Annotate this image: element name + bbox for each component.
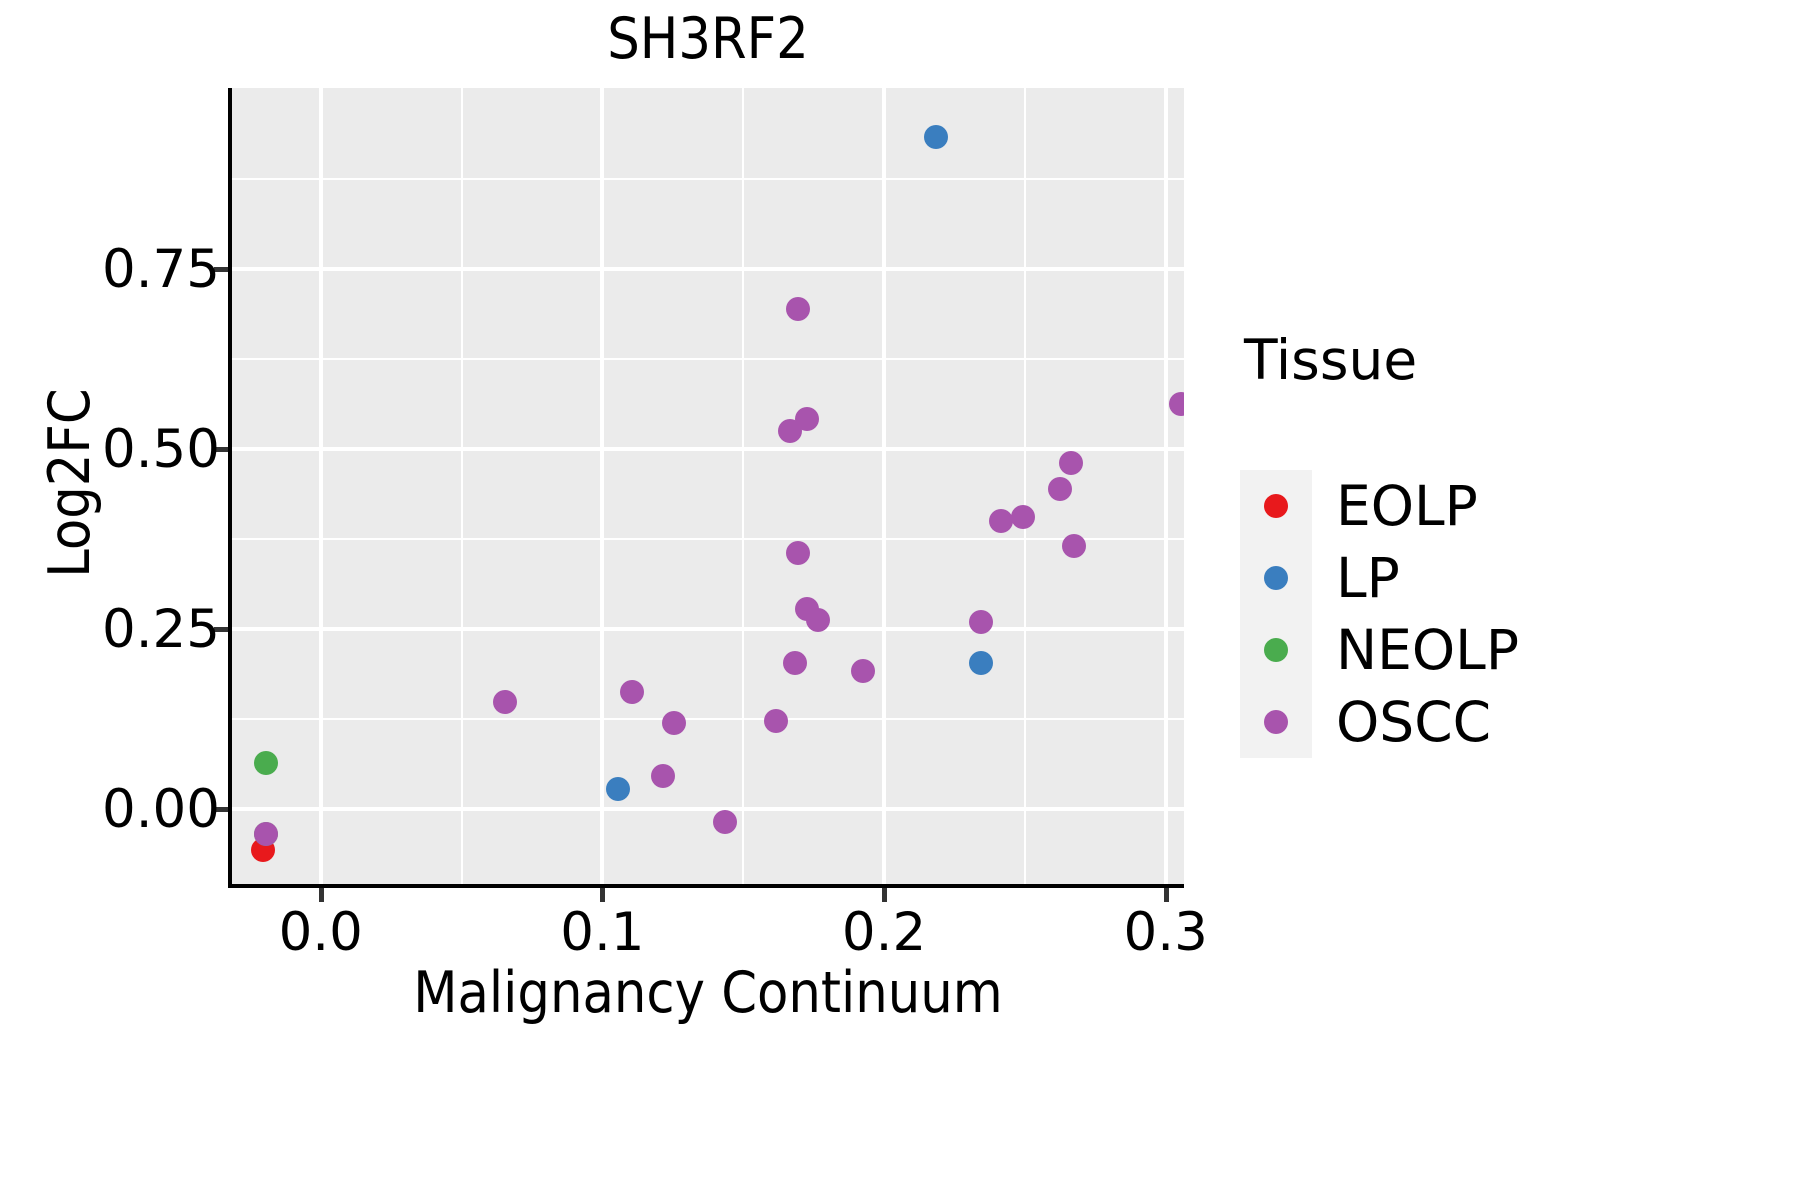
legend-key-swatch [1240,542,1312,614]
x-axis-tick [318,888,324,902]
legend-marker-circle-icon [1264,710,1288,734]
gridline-horizontal-major [232,626,1184,631]
data-point-oscc [253,821,278,846]
legend-key-swatch [1240,614,1312,686]
gridline-horizontal-minor [232,357,1184,360]
data-point-oscc [650,763,675,788]
x-axis-tick [882,888,888,902]
data-point-oscc [493,689,518,714]
x-axis-tick-label: 0.0 [278,902,363,963]
x-axis-tick [600,888,606,902]
data-point-oscc [1059,450,1084,475]
data-point-oscc [786,541,811,566]
x-axis-title: Malignancy Continuum [413,960,1003,1026]
gridline-horizontal-major [232,446,1184,451]
data-point-neolp [253,751,278,776]
gridline-vertical-major [882,88,887,884]
legend-item-label: LP [1336,546,1400,610]
data-point-oscc [763,708,788,733]
y-axis-tick-label: 0.00 [101,778,220,840]
x-axis-tick-label: 0.2 [841,902,927,963]
gridline-vertical-minor [1023,88,1026,884]
y-axis-tick-label: 0.75 [101,239,220,300]
data-point-oscc [712,810,737,835]
legend-marker-circle-icon [1264,494,1288,518]
data-point-oscc [777,418,802,443]
gridline-vertical-major [600,88,605,884]
legend-marker-circle-icon [1264,638,1288,662]
data-point-oscc [1062,534,1087,559]
x-axis-line [228,884,1184,888]
x-axis-tick-label: 0.1 [560,902,645,963]
data-point-lp [969,651,994,676]
data-point-oscc [805,607,830,632]
data-point-lp [924,125,949,150]
legend-item-label: OSCC [1336,690,1492,754]
data-point-oscc [969,610,994,635]
gridline-horizontal-major [232,267,1184,271]
data-point-oscc [786,296,811,321]
data-point-oscc [619,680,644,705]
legend-item-label: EOLP [1336,474,1478,538]
y-axis-tick [214,626,228,632]
data-point-oscc [850,659,875,684]
legend-key-swatch [1240,686,1312,758]
gridline-horizontal-minor [232,717,1184,720]
y-axis-tick-label: 0.50 [101,418,220,480]
legend-item-label: NEOLP [1336,618,1519,682]
data-point-lp [605,776,630,801]
gridline-horizontal-major [232,806,1184,811]
y-axis-line [228,88,232,888]
gridline-vertical-minor [742,88,745,884]
y-axis-title: Log2FC [37,388,103,578]
gridline-vertical-major [318,88,323,884]
data-point-oscc [988,508,1013,533]
data-point-oscc [1048,477,1073,502]
page-title: SH3RF2 [607,6,809,72]
y-axis-tick [214,446,228,452]
gridline-horizontal-minor [232,537,1184,540]
y-axis-tick [214,806,228,812]
data-point-oscc [662,711,687,736]
legend-title: Tissue [1244,328,1418,392]
data-point-oscc [1169,392,1184,417]
plot-panel [232,88,1184,884]
data-point-oscc [783,650,808,675]
y-axis-tick [214,267,228,272]
gridline-vertical-major [1163,88,1168,884]
x-axis-tick-label: 0.3 [1123,902,1208,963]
gridline-horizontal-minor [232,178,1184,181]
data-point-oscc [1011,504,1036,529]
legend-marker-circle-icon [1264,566,1288,590]
y-axis-tick-label: 0.25 [101,598,220,660]
legend-key-swatch [1240,470,1312,542]
gridline-vertical-minor [460,88,463,884]
x-axis-tick [1163,888,1169,902]
